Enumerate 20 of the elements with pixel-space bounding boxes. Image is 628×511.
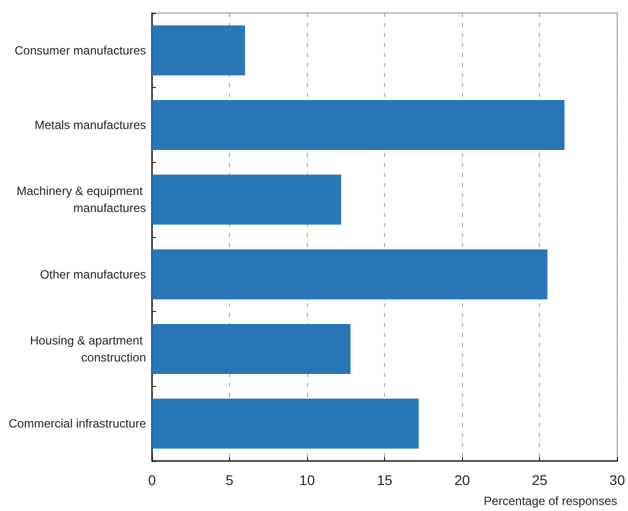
bar: [152, 174, 342, 225]
y-tick-label: Other manufactures: [40, 267, 146, 282]
x-axis-title: Percentage of responses: [484, 494, 618, 508]
bar: [152, 324, 350, 374]
x-tick-label: 5: [226, 472, 234, 488]
x-tick-label: 25: [532, 472, 548, 488]
y-tick-label: Commercial infrastructure: [8, 416, 146, 431]
bar: [152, 25, 246, 76]
y-tick-label: Metals manufactures: [34, 118, 146, 132]
bar: [152, 100, 564, 150]
y-tick-label: Consumer manufactures: [14, 43, 146, 58]
x-tick-label: 0: [148, 472, 156, 488]
x-tick-label: 20: [454, 472, 470, 488]
y-tick-label: Housing & apartment construction: [30, 334, 146, 364]
y-tick-label: Machinery & equipment manufactures: [16, 184, 146, 216]
x-tick-label: 15: [376, 472, 393, 488]
bar: [152, 398, 419, 449]
x-tick-label: 30: [609, 472, 626, 488]
x-tick-label: 10: [299, 472, 316, 488]
bar: [152, 249, 548, 300]
